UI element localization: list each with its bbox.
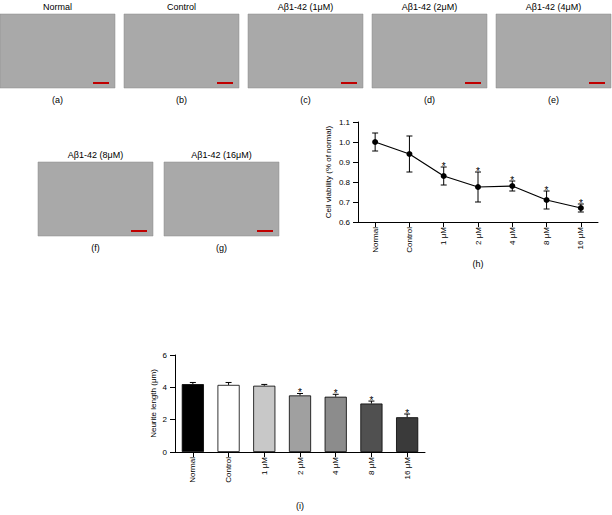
- svg-text:(h): (h): [473, 259, 484, 269]
- svg-text:4 μM: 4 μM: [508, 227, 517, 245]
- svg-text:1 μM: 1 μM: [439, 227, 448, 245]
- svg-text:*: *: [510, 175, 514, 186]
- svg-text:*: *: [545, 185, 549, 196]
- svg-text:Aβ1-42 (2μM): Aβ1-42 (2μM): [402, 2, 457, 12]
- svg-text:Neurite length (μm): Neurite length (μm): [149, 369, 158, 438]
- svg-text:0.8: 0.8: [339, 178, 351, 187]
- svg-text:Aβ1-42 (4μM): Aβ1-42 (4μM): [526, 2, 581, 12]
- svg-text:4 μM: 4 μM: [331, 457, 340, 475]
- svg-text:1.0: 1.0: [339, 138, 351, 147]
- svg-text:2 μM: 2 μM: [296, 457, 305, 475]
- svg-text:0.6: 0.6: [339, 218, 351, 227]
- svg-text:(i): (i): [296, 501, 304, 511]
- svg-text:0.7: 0.7: [339, 198, 351, 207]
- svg-text:Normal: Normal: [188, 457, 197, 483]
- svg-text:Normal: Normal: [43, 2, 72, 12]
- svg-text:4: 4: [163, 383, 168, 392]
- svg-text:(a): (a): [52, 95, 63, 105]
- svg-text:Aβ1-42 (8μM): Aβ1-42 (8μM): [68, 150, 123, 160]
- svg-text:(e): (e): [548, 95, 559, 105]
- svg-text:*: *: [579, 198, 583, 209]
- svg-text:(c): (c): [300, 95, 311, 105]
- svg-text:2: 2: [163, 415, 168, 424]
- svg-text:*: *: [369, 395, 373, 406]
- svg-text:8 μM: 8 μM: [367, 457, 376, 475]
- svg-text:Normal: Normal: [371, 227, 380, 253]
- svg-text:(g): (g): [216, 243, 227, 253]
- svg-text:2 μM: 2 μM: [474, 227, 483, 245]
- svg-text:16 μM: 16 μM: [403, 457, 412, 480]
- svg-text:Aβ1-42 (16μM): Aβ1-42 (16μM): [191, 150, 251, 160]
- svg-text:Control: Control: [167, 2, 196, 12]
- svg-text:16 μM: 16 μM: [576, 227, 585, 250]
- svg-text:*: *: [442, 161, 446, 172]
- svg-text:(d): (d): [424, 95, 435, 105]
- svg-text:0.9: 0.9: [339, 158, 351, 167]
- svg-text:Control: Control: [405, 227, 414, 253]
- svg-text:(f): (f): [91, 243, 100, 253]
- svg-text:*: *: [334, 388, 338, 399]
- svg-text:*: *: [476, 166, 480, 177]
- svg-text:*: *: [405, 408, 409, 419]
- svg-text:*: *: [298, 387, 302, 398]
- svg-text:(b): (b): [176, 95, 187, 105]
- svg-text:Control: Control: [224, 457, 233, 483]
- svg-text:0: 0: [163, 448, 168, 457]
- svg-text:1.1: 1.1: [339, 118, 351, 127]
- svg-text:8 μM: 8 μM: [542, 227, 551, 245]
- svg-text:Aβ1-42 (1μM): Aβ1-42 (1μM): [278, 2, 333, 12]
- svg-text:Cell viability (% of normal): Cell viability (% of normal): [324, 125, 333, 218]
- svg-text:1 μM: 1 μM: [260, 457, 269, 475]
- svg-text:6: 6: [163, 351, 168, 360]
